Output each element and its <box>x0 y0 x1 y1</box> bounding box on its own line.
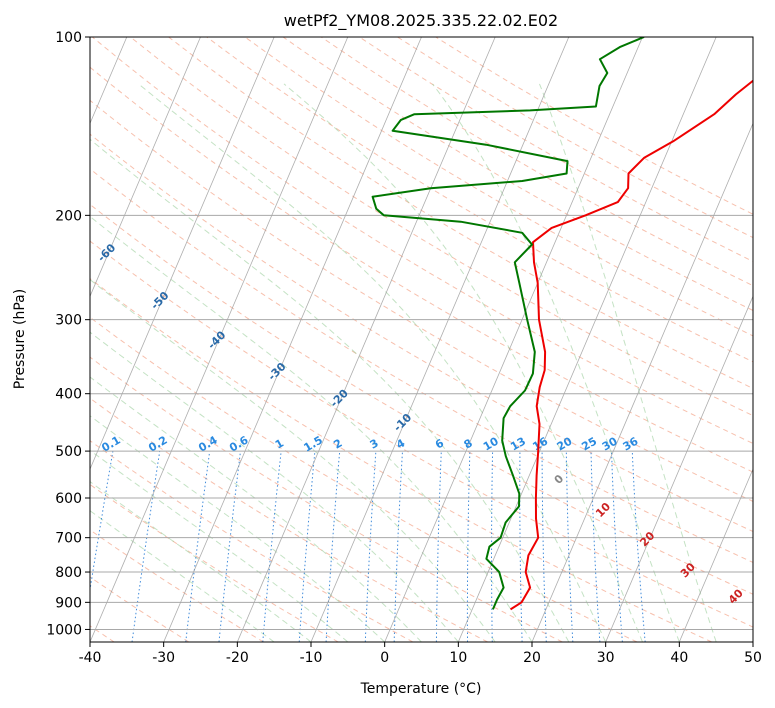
moist-adiabat <box>90 415 386 642</box>
mixing-ratio-line <box>185 451 211 642</box>
x-axis: -40 -30 -20 -10 0 10 20 30 40 50 <box>79 642 762 666</box>
x-axis-label: Temperature (°C) <box>360 681 482 697</box>
dry-adiabat <box>90 203 753 595</box>
temperature-profile <box>509 79 753 611</box>
dry-adiabat <box>90 66 753 473</box>
moist-adiabat <box>90 510 275 642</box>
y-tick-label: 800 <box>55 565 82 581</box>
x-tick-label: 40 <box>670 650 688 666</box>
profiles <box>371 37 753 611</box>
dry-adiabat <box>130 37 753 417</box>
x-tick-label: 50 <box>744 650 762 666</box>
background-lines <box>90 37 753 642</box>
dry-adiabat <box>90 168 753 563</box>
y-tick-label: 100 <box>55 30 82 46</box>
mixing-ratio-line <box>631 451 646 642</box>
x-tick-label: 20 <box>523 650 541 666</box>
dry-adiabat <box>282 37 753 312</box>
x-tick-label: 30 <box>597 650 615 666</box>
isotherm <box>236 37 496 642</box>
moist-adiabat <box>90 215 533 642</box>
y-tick-label: 700 <box>55 531 82 547</box>
moist-adiabat <box>90 449 349 642</box>
y-tick-label: 500 <box>55 444 82 460</box>
x-tick-label: -10 <box>300 650 323 666</box>
moist-adiabat <box>283 83 643 642</box>
y-tick-label: 300 <box>55 313 82 329</box>
isotherm <box>163 37 422 642</box>
mixing-ratio-line <box>262 451 282 642</box>
isotherm <box>90 37 275 471</box>
mixing-ratio-line <box>218 451 241 642</box>
y-axis: 100 200 300 400 500 600 700 800 900 1000 <box>46 30 90 638</box>
moist-adiabat <box>90 279 496 642</box>
isotherm <box>457 37 717 642</box>
mixing-ratio-line <box>90 451 114 593</box>
dry-adiabat <box>90 483 339 642</box>
grid <box>90 37 753 642</box>
isotherm <box>90 37 349 642</box>
isotherm <box>90 37 201 298</box>
moist-adiabat <box>90 331 459 642</box>
mixing-ratio-line <box>298 451 316 642</box>
moist-adiabat <box>539 83 717 642</box>
moist-adiabat <box>90 376 422 642</box>
dewpoint-profile <box>371 37 645 610</box>
dry-adiabat <box>206 37 753 363</box>
isotherm <box>605 295 753 642</box>
isotherm <box>384 37 643 642</box>
y-tick-label: 200 <box>55 208 82 224</box>
y-tick-label: 600 <box>55 491 82 507</box>
y-tick-label: 400 <box>55 387 82 403</box>
chart-title: wetPf2_YM08.2025.335.22.02.E02 <box>284 11 558 31</box>
y-tick-label: 1000 <box>46 622 82 638</box>
isotherm <box>531 122 753 642</box>
y-tick-label: 900 <box>55 595 82 611</box>
x-tick-label: 0 <box>380 650 389 666</box>
x-tick-label: -30 <box>152 650 175 666</box>
moist-adiabat <box>432 83 680 642</box>
x-tick-label: 10 <box>449 650 467 666</box>
x-tick-label: -20 <box>226 650 249 666</box>
y-axis-label: Pressure (hPa) <box>12 289 28 389</box>
moist-adiabat <box>138 83 607 642</box>
plot-frame <box>89 36 754 643</box>
x-tick-label: -40 <box>79 650 102 666</box>
dry-adiabat <box>90 397 488 642</box>
dry-adiabat <box>90 240 753 628</box>
dry-adiabat <box>90 133 753 533</box>
dry-adiabat <box>90 356 563 642</box>
isotherm <box>310 37 570 642</box>
isotherm <box>678 468 753 642</box>
